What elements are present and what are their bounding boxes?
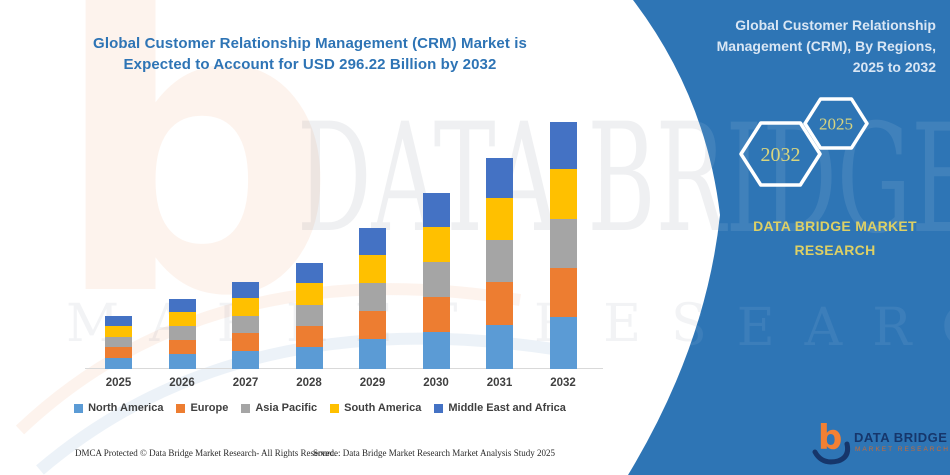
hexagon-2025: 2025 xyxy=(803,97,869,150)
segment-north-america xyxy=(232,350,259,369)
panel-background xyxy=(628,0,950,475)
logo-tagline: MARKET RESEARCH xyxy=(855,446,950,453)
segment-middle-east-and-africa xyxy=(168,299,196,313)
x-axis-label-2030: 2030 xyxy=(423,377,449,389)
brand-name-text: DATA BRIDGE MARKET RESEARCH xyxy=(753,218,917,258)
legend-label: South America xyxy=(344,402,422,414)
bar-2030 xyxy=(422,193,450,369)
segment-middle-east-and-africa xyxy=(295,263,323,284)
legend-item-middle-east-and-africa: Middle East and Africa xyxy=(434,402,566,414)
segment-south-america xyxy=(232,298,259,316)
databridge-logo: b DATA BRIDGE MARKET RESEARCH xyxy=(812,418,948,466)
segment-europe xyxy=(422,297,450,333)
segment-middle-east-and-africa xyxy=(359,228,386,256)
segment-middle-east-and-africa xyxy=(105,315,132,326)
segment-south-america xyxy=(359,255,386,284)
x-axis-line xyxy=(85,368,603,369)
segment-south-america xyxy=(168,312,196,327)
segment-europe xyxy=(232,333,259,351)
panel-title: Global Customer Relationship Management … xyxy=(636,15,936,78)
legend-label: Asia Pacific xyxy=(255,402,318,414)
bar-2028 xyxy=(295,263,323,369)
bar-2026 xyxy=(168,299,196,369)
x-axis-label-2025: 2025 xyxy=(105,377,132,389)
plot-area xyxy=(105,122,577,369)
segment-asia-pacific xyxy=(105,336,132,348)
legend-label: North America xyxy=(88,402,164,414)
chart-legend: North America Europe Asia Pacific South Ame… xyxy=(35,402,605,414)
segment-south-america xyxy=(295,283,323,305)
hexagon-2025-outline-icon xyxy=(803,97,869,150)
legend-item-europe: Europe xyxy=(176,402,228,414)
copyright-text: DMCA Protected © Data Bridge Market Rese… xyxy=(75,448,337,458)
bar-2027 xyxy=(232,281,259,369)
segment-north-america xyxy=(359,339,386,369)
chart-title: Global Customer Relationship Management … xyxy=(75,33,545,75)
segment-middle-east-and-africa xyxy=(549,122,577,170)
x-axis-label-2026: 2026 xyxy=(169,377,195,389)
x-axis-label-2027: 2027 xyxy=(232,377,259,389)
segment-north-america xyxy=(422,332,450,369)
logo-b-icon: b xyxy=(818,418,843,458)
chart-title-line1: Global Customer Relationship Management … xyxy=(93,35,527,52)
segment-north-america xyxy=(486,324,513,369)
legend-swatch-icon xyxy=(74,403,84,413)
panel-title-line2: Management (CRM), By Regions, xyxy=(716,38,936,54)
segment-asia-pacific xyxy=(359,283,386,312)
segment-middle-east-and-africa xyxy=(486,157,513,198)
segment-south-america xyxy=(486,197,513,241)
segment-south-america xyxy=(105,325,132,337)
segment-north-america xyxy=(105,357,132,369)
segment-asia-pacific xyxy=(295,304,323,326)
bar-2029 xyxy=(359,228,386,369)
legend-swatch-icon xyxy=(330,403,340,413)
segment-middle-east-and-africa xyxy=(422,193,450,227)
market-research-text-watermark-on-panel: MARKET RESEARCH xyxy=(66,298,950,358)
bar-2031 xyxy=(486,157,513,369)
legend-item-south-america: South America xyxy=(330,402,421,414)
x-axis-label-2031: 2031 xyxy=(486,377,513,389)
legend-swatch-icon xyxy=(241,403,251,413)
segment-asia-pacific xyxy=(232,315,259,334)
legend-swatch-icon xyxy=(434,403,444,413)
source-text: Source: Data Bridge Market Research Mark… xyxy=(313,448,555,458)
segment-middle-east-and-africa xyxy=(232,281,259,299)
segment-europe xyxy=(359,311,386,340)
panel-title-line3: 2025 to 2032 xyxy=(852,59,936,75)
segment-north-america xyxy=(549,317,577,369)
segment-south-america xyxy=(549,169,577,219)
hexagon-2025-label: 2025 xyxy=(819,115,853,134)
segment-south-america xyxy=(422,226,450,262)
segment-europe xyxy=(168,340,196,355)
segment-north-america xyxy=(168,354,196,369)
chart-title-line2: Expected to Account for USD 296.22 Billi… xyxy=(123,56,497,73)
segment-europe xyxy=(486,282,513,325)
legend-label: Middle East and Africa xyxy=(448,402,566,414)
hexagon-2032-label: 2032 xyxy=(761,144,801,166)
segment-asia-pacific xyxy=(168,326,196,341)
x-axis-label-2029: 2029 xyxy=(359,377,386,389)
segment-europe xyxy=(105,347,132,358)
x-axis-label-2028: 2028 xyxy=(296,377,322,389)
segment-europe xyxy=(295,325,323,347)
hexagon-2032: 2032 xyxy=(739,121,822,187)
segment-north-america xyxy=(295,346,323,369)
legend-swatch-icon xyxy=(176,403,186,413)
bar-2025 xyxy=(105,315,132,369)
bar-2032 xyxy=(549,122,577,369)
segment-asia-pacific xyxy=(549,218,577,268)
logo-name: DATA BRIDGE xyxy=(854,430,948,445)
segment-asia-pacific xyxy=(486,240,513,283)
hexagon-2032-outline-icon xyxy=(739,121,822,187)
legend-item-north-america: North America xyxy=(74,402,163,414)
panel-title-line1: Global Customer Relationship xyxy=(735,17,936,33)
x-axis-label-2032: 2032 xyxy=(550,377,576,389)
segment-asia-pacific xyxy=(422,261,450,297)
logo-swoosh-icon xyxy=(812,441,851,465)
legend-item-asia-pacific: Asia Pacific xyxy=(241,402,317,414)
segment-europe xyxy=(549,267,577,318)
legend-label: Europe xyxy=(190,402,229,414)
